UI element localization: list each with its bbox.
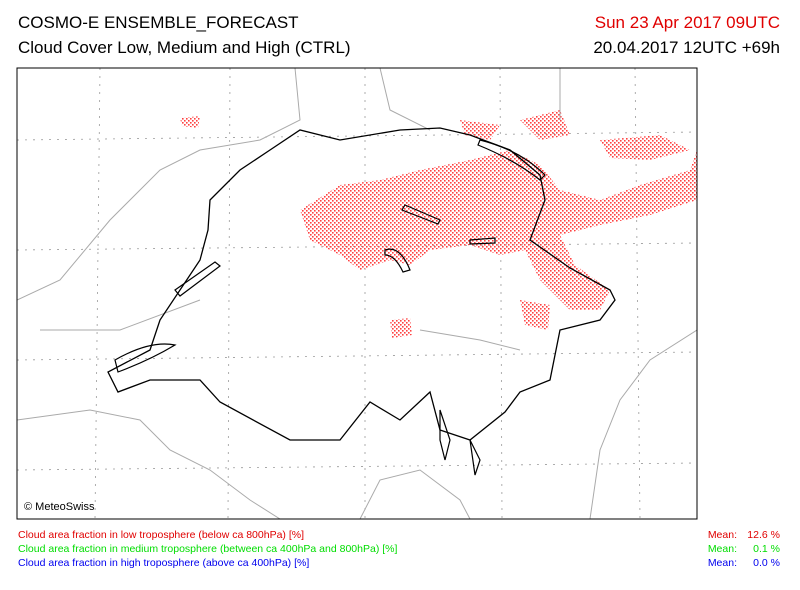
legend-label: Cloud area fraction in high troposphere … [18, 557, 309, 569]
neighbour-borders [17, 68, 697, 519]
subtitle: Cloud Cover Low, Medium and High (CTRL) [18, 38, 351, 57]
title: COSMO-E ENSEMBLE_FORECAST [18, 13, 299, 32]
mean-value: 12.6 % [747, 529, 780, 541]
legend: Cloud area fraction in low troposphere (… [18, 529, 780, 569]
mean-label: Mean: [708, 557, 737, 569]
mean-value: 0.1 % [753, 543, 780, 555]
map-frame [16, 67, 698, 520]
graticule [17, 68, 697, 519]
mean-value: 0.0 % [753, 557, 780, 569]
mean-label: Mean: [708, 529, 737, 541]
legend-label: Cloud area fraction in medium tropospher… [18, 543, 397, 555]
run-time: 20.04.2017 12UTC +69h [593, 38, 780, 57]
country-border [107, 127, 616, 441]
valid-time: Sun 23 Apr 2017 09UTC [595, 13, 780, 32]
legend-label: Cloud area fraction in low troposphere (… [18, 529, 304, 541]
cloud-areas [180, 110, 697, 338]
map: © MeteoSwiss [17, 68, 697, 519]
lakes [114, 139, 546, 476]
copyright: © MeteoSwiss [24, 501, 95, 513]
mean-label: Mean: [708, 543, 737, 555]
